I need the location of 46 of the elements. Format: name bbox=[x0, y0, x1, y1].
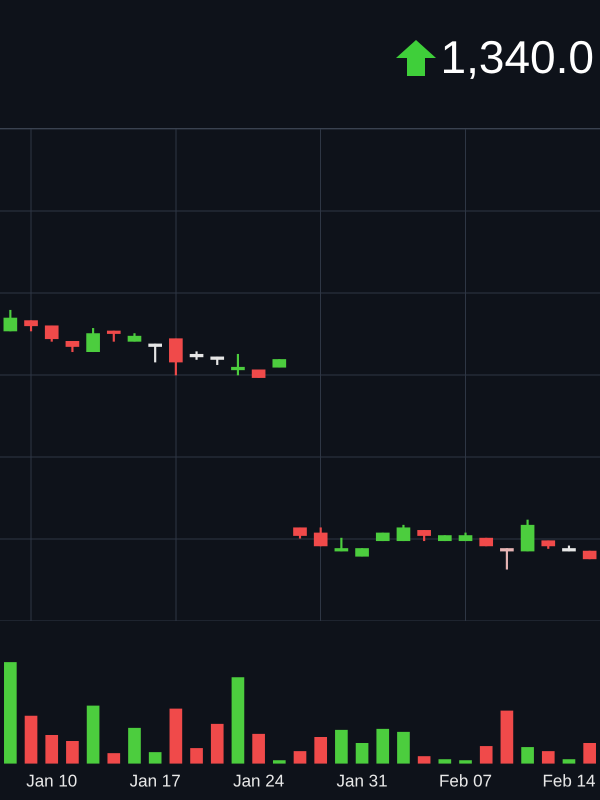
candlestick bbox=[438, 535, 452, 542]
bar bbox=[480, 746, 493, 764]
candlestick bbox=[376, 532, 390, 542]
bar bbox=[583, 743, 596, 764]
candlestick bbox=[458, 532, 472, 542]
bar bbox=[272, 760, 286, 764]
candlestick bbox=[252, 369, 266, 378]
bar bbox=[170, 708, 182, 764]
bar bbox=[294, 751, 306, 764]
bar bbox=[107, 753, 120, 764]
candlestick bbox=[500, 548, 514, 570]
bar bbox=[66, 741, 79, 764]
bar bbox=[397, 732, 410, 764]
bar bbox=[190, 748, 203, 764]
candlestick bbox=[334, 538, 348, 552]
candlestick bbox=[562, 546, 576, 552]
bar bbox=[418, 756, 430, 764]
bar bbox=[4, 662, 17, 764]
bar bbox=[521, 747, 534, 764]
text: 1,340.0 bbox=[440, 30, 594, 84]
bar bbox=[45, 734, 58, 764]
bar bbox=[128, 728, 141, 764]
bar bbox=[24, 716, 38, 764]
x-tick-label: Jan 17 bbox=[130, 771, 181, 790]
bar bbox=[438, 759, 452, 764]
candlestick bbox=[272, 359, 286, 368]
x-tick-label: Feb 07 bbox=[439, 771, 492, 790]
bar bbox=[376, 728, 390, 764]
bar bbox=[86, 706, 100, 764]
bar bbox=[356, 743, 368, 764]
bar bbox=[252, 734, 265, 764]
bar bbox=[542, 751, 555, 764]
candlestick bbox=[479, 538, 494, 546]
x-tick-label: Feb 14 bbox=[542, 771, 596, 790]
bar bbox=[500, 710, 514, 764]
bar bbox=[459, 760, 472, 764]
x-tick-label: Jan 31 bbox=[336, 771, 388, 790]
bar bbox=[335, 730, 348, 764]
x-tick-label: Jan 24 bbox=[233, 771, 284, 790]
candlestick bbox=[355, 548, 369, 557]
bar bbox=[562, 759, 576, 764]
bar bbox=[148, 752, 162, 764]
bar bbox=[314, 736, 328, 764]
bar bbox=[232, 677, 244, 764]
x-tick-label: Jan 10 bbox=[26, 771, 78, 790]
bar bbox=[210, 724, 224, 764]
